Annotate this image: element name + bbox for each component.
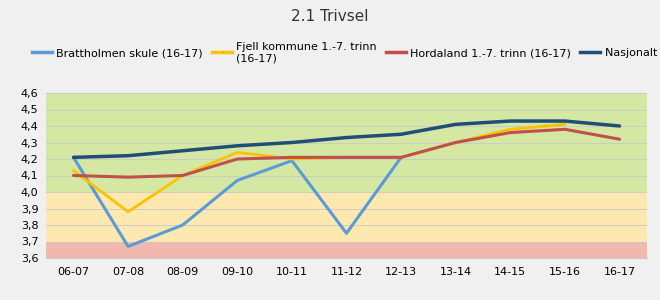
- Text: 2.1 Trivsel: 2.1 Trivsel: [291, 9, 369, 24]
- Bar: [46, 192, 647, 242]
- Bar: [46, 242, 647, 258]
- Bar: [46, 93, 647, 192]
- Legend: Brattholmen skule (16-17), Fjell kommune 1.-7. trinn
(16-17), Hordaland 1.-7. tr: Brattholmen skule (16-17), Fjell kommune…: [32, 42, 660, 63]
